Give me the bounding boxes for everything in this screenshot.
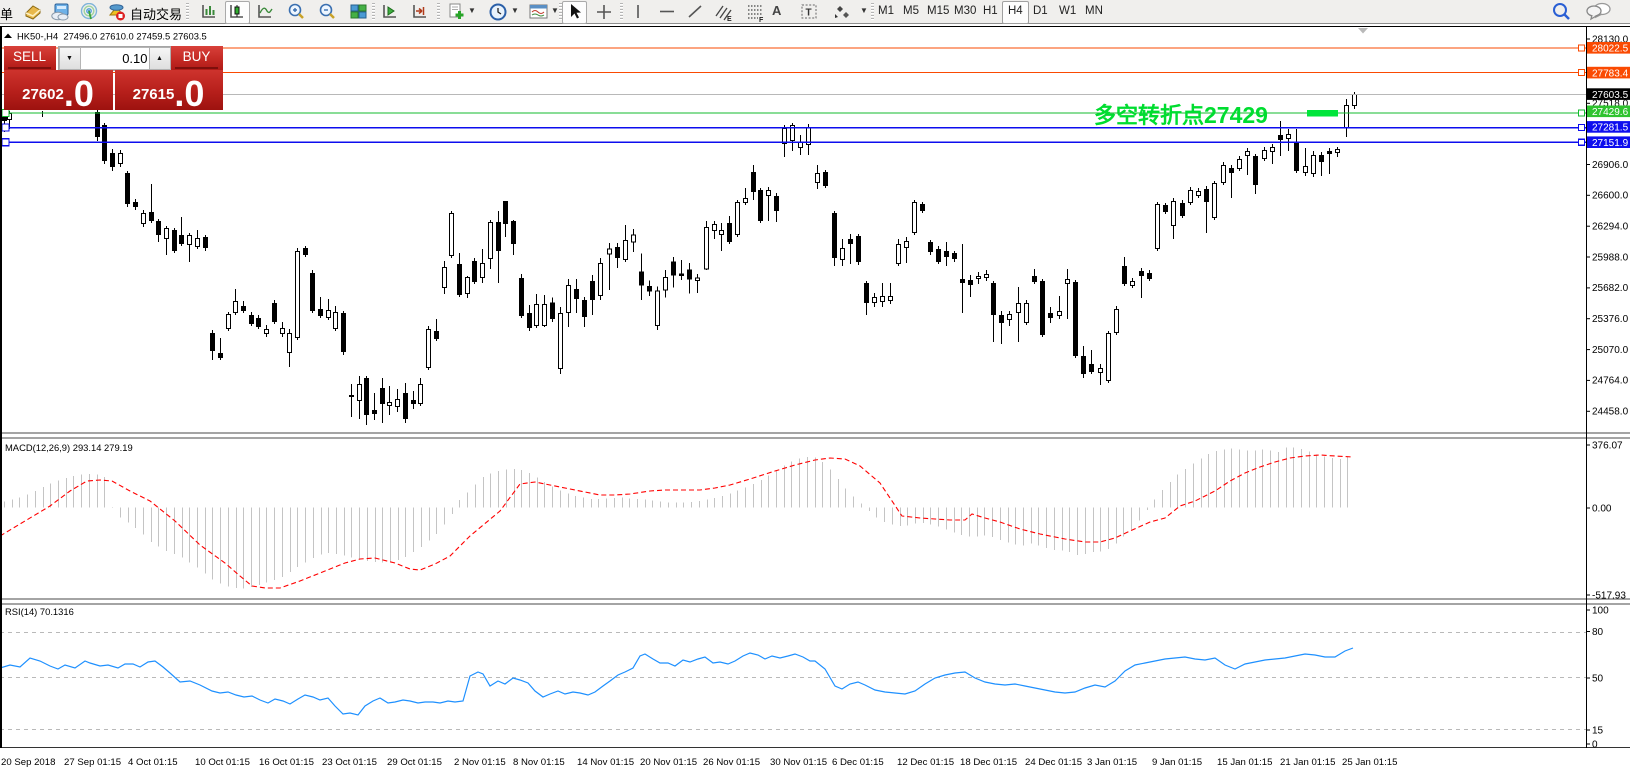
svg-text:20 Sep 2018: 20 Sep 2018 bbox=[1, 757, 55, 768]
svg-text:80: 80 bbox=[1592, 627, 1604, 638]
svg-text:8 Nov 01:15: 8 Nov 01:15 bbox=[513, 757, 565, 768]
svg-text:16 Oct 01:15: 16 Oct 01:15 bbox=[259, 757, 314, 768]
svg-text:27603.5: 27603.5 bbox=[1592, 90, 1629, 101]
svg-text:26 Nov 01:15: 26 Nov 01:15 bbox=[703, 757, 760, 768]
svg-text:3 Jan 01:15: 3 Jan 01:15 bbox=[1087, 757, 1137, 768]
svg-text:-517.93: -517.93 bbox=[1592, 590, 1626, 601]
svg-text:9 Jan 01:15: 9 Jan 01:15 bbox=[1152, 757, 1202, 768]
svg-text:21 Jan 01:15: 21 Jan 01:15 bbox=[1280, 757, 1335, 768]
svg-text:24458.0: 24458.0 bbox=[1592, 407, 1629, 418]
svg-text:MACD(12,26,9) 293.14 279.19: MACD(12,26,9) 293.14 279.19 bbox=[5, 442, 133, 453]
svg-text:29 Oct 01:15: 29 Oct 01:15 bbox=[387, 757, 442, 768]
svg-text:28130.0: 28130.0 bbox=[1592, 34, 1629, 45]
svg-text:30 Nov 01:15: 30 Nov 01:15 bbox=[770, 757, 827, 768]
svg-text:T: T bbox=[806, 8, 812, 19]
svg-text:0: 0 bbox=[1592, 739, 1598, 750]
svg-text:10 Oct 01:15: 10 Oct 01:15 bbox=[195, 757, 250, 768]
svg-text:25682.0: 25682.0 bbox=[1592, 283, 1629, 294]
svg-text:20 Nov 01:15: 20 Nov 01:15 bbox=[640, 757, 697, 768]
svg-text:15: 15 bbox=[1592, 725, 1604, 736]
svg-text:23 Oct 01:15: 23 Oct 01:15 bbox=[322, 757, 377, 768]
svg-text:25070.0: 25070.0 bbox=[1592, 345, 1629, 356]
svg-text:27783.4: 27783.4 bbox=[1592, 68, 1629, 79]
svg-text:376.07: 376.07 bbox=[1592, 440, 1623, 451]
svg-text:RSI(14) 70.1316: RSI(14) 70.1316 bbox=[5, 606, 74, 617]
svg-text:E: E bbox=[727, 16, 732, 22]
svg-text:25 Jan 01:15: 25 Jan 01:15 bbox=[1342, 757, 1397, 768]
svg-text:0.00: 0.00 bbox=[1592, 503, 1612, 514]
svg-text:50: 50 bbox=[1592, 673, 1604, 684]
svg-text:27 Sep 01:15: 27 Sep 01:15 bbox=[64, 757, 121, 768]
svg-text:25376.0: 25376.0 bbox=[1592, 314, 1629, 325]
svg-text:18 Dec 01:15: 18 Dec 01:15 bbox=[960, 757, 1017, 768]
svg-text:F: F bbox=[759, 17, 764, 22]
svg-text:27281.5: 27281.5 bbox=[1592, 123, 1629, 134]
svg-text:14 Nov 01:15: 14 Nov 01:15 bbox=[577, 757, 634, 768]
svg-text:27429.6: 27429.6 bbox=[1592, 107, 1629, 118]
svg-text:25988.0: 25988.0 bbox=[1592, 252, 1629, 263]
svg-text:多空转折点27429: 多空转折点27429 bbox=[1094, 102, 1268, 128]
svg-text:12 Dec 01:15: 12 Dec 01:15 bbox=[897, 757, 954, 768]
svg-text:26600.0: 26600.0 bbox=[1592, 191, 1629, 202]
svg-text:24764.0: 24764.0 bbox=[1592, 376, 1629, 387]
svg-text:26906.0: 26906.0 bbox=[1592, 160, 1629, 171]
svg-text:15 Jan 01:15: 15 Jan 01:15 bbox=[1217, 757, 1272, 768]
svg-text:27518.0: 27518.0 bbox=[1592, 99, 1629, 110]
svg-text:28022.5: 28022.5 bbox=[1592, 44, 1629, 55]
svg-text:2 Nov 01:15: 2 Nov 01:15 bbox=[454, 757, 506, 768]
svg-text:4 Oct 01:15: 4 Oct 01:15 bbox=[128, 757, 178, 768]
svg-text:27151.9: 27151.9 bbox=[1592, 138, 1629, 149]
svg-text:100: 100 bbox=[1592, 605, 1609, 616]
svg-text:6 Dec 01:15: 6 Dec 01:15 bbox=[832, 757, 884, 768]
svg-text:26294.0: 26294.0 bbox=[1592, 222, 1629, 233]
svg-text:24 Dec 01:15: 24 Dec 01:15 bbox=[1025, 757, 1082, 768]
svg-text:HK50-,H4 27496.0 27610.0 2745: HK50-,H4 27496.0 27610.0 27459.5 27603.5 bbox=[17, 31, 207, 42]
